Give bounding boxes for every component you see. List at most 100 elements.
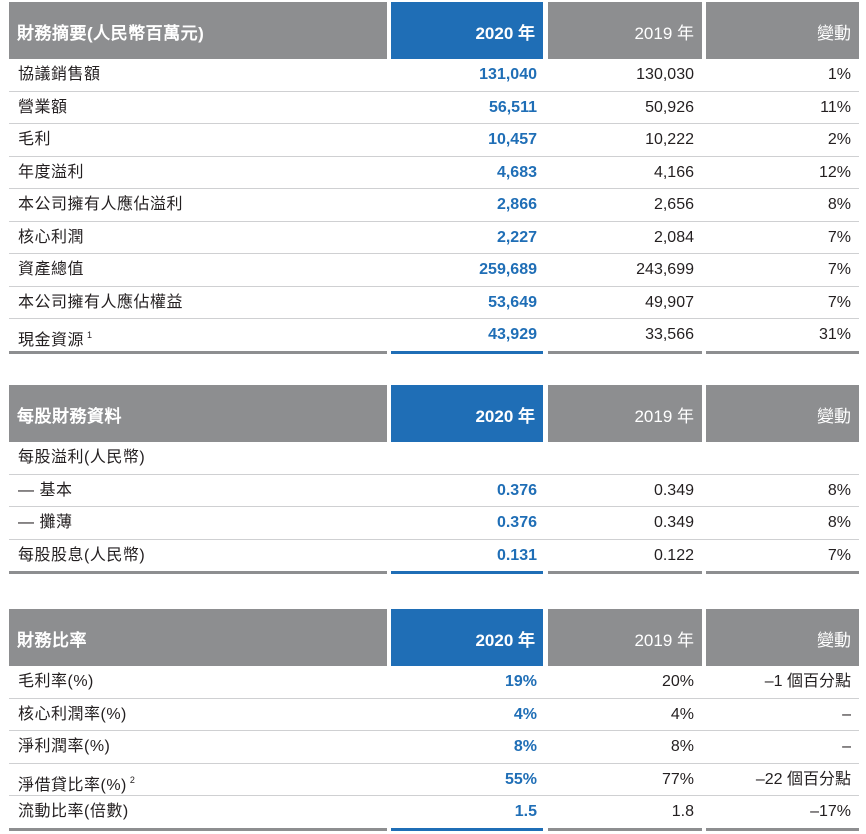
header-change: 變動 — [706, 2, 859, 59]
row-label-text: — 基本 — [18, 481, 73, 499]
table-3: 財務比率 2020 年 2019 年變動 毛利率(%) 19% 20% –1 個百分點核心利… — [9, 609, 859, 832]
value-change: 2% — [827, 131, 851, 148]
header-2019: 2019 年 — [548, 609, 702, 666]
value-change: 7% — [827, 293, 851, 311]
header-title: 財務比率 — [9, 609, 387, 666]
table-bottom-rule — [9, 350, 859, 355]
rule-segment — [9, 827, 387, 831]
value-2019: 10,222 — [645, 131, 694, 148]
rule-segment — [9, 571, 387, 574]
value-change: 12% — [818, 163, 851, 181]
row-label-text: 淨利潤率(%) — [18, 738, 111, 755]
row-label: 毛利 — [9, 124, 387, 155]
value-change: 7% — [827, 228, 851, 246]
table-1: 財務摘要(人民幣百萬元) 2020 年 2019 年變動 協議銷售額 131,040 13… — [9, 2, 859, 355]
row-label: 淨借貸比率(%) 2 — [9, 764, 387, 795]
rule-segment — [548, 827, 702, 831]
rule-segment — [706, 571, 859, 574]
row-label: 現金資源 1 — [9, 319, 387, 350]
rule-segment — [548, 571, 702, 574]
value-change: 7% — [827, 546, 851, 564]
value-2020: 2,866 — [496, 196, 537, 213]
row-label: — 攤薄 — [9, 507, 387, 538]
table-bottom-rule — [9, 827, 859, 832]
header-change: 變動 — [706, 609, 859, 666]
header-title: 財務摘要(人民幣百萬元) — [9, 2, 387, 59]
table-row: 流動比率(倍數) 1.5 1.8 –17% — [9, 796, 859, 828]
value-2019: 49,907 — [645, 293, 694, 311]
row-label-text: 核心利潤率(%) — [18, 705, 127, 723]
row-label: 營業額 — [9, 92, 387, 123]
rule-segment — [706, 350, 859, 354]
row-label: 每股股息(人民幣) — [9, 540, 387, 571]
table-row: 每股股息(人民幣) 0.131 0.122 7% — [9, 540, 859, 572]
row-label-text: 資產總值 — [18, 261, 85, 278]
value-2020: 43,929 — [488, 326, 537, 343]
rule-segment — [548, 350, 702, 354]
value-2020: 10,457 — [488, 131, 537, 148]
value-2020: 19% — [504, 673, 537, 690]
row-label: 協議銷售額 — [9, 59, 387, 90]
header-2019: 2019 年 — [548, 2, 702, 59]
row-label-text: 本公司擁有人應佔溢利 — [18, 196, 184, 213]
header-title: 每股財務資料 — [9, 385, 387, 442]
row-label: 每股溢利(人民幣) — [9, 442, 387, 473]
value-change: 11% — [820, 98, 851, 116]
value-2019: 8% — [670, 738, 694, 755]
value-2020: 56,511 — [488, 98, 537, 116]
value-change: 8% — [827, 514, 851, 531]
value-2019: 0.349 — [653, 481, 694, 499]
row-label-text: — 攤薄 — [18, 514, 73, 531]
row-label-text: 本公司擁有人應佔權益 — [18, 293, 184, 311]
rule-segment — [391, 350, 543, 354]
table-row: 核心利潤 2,227 2,084 7% — [9, 222, 859, 254]
value-2020: 1.5 — [514, 803, 537, 820]
table-header: 財務摘要(人民幣百萬元) 2020 年 2019 年變動 — [9, 2, 859, 59]
row-label: 本公司擁有人應佔權益 — [9, 287, 387, 318]
value-change: 7% — [827, 261, 851, 278]
value-change: 8% — [827, 196, 851, 213]
row-label-text: 毛利 — [18, 131, 52, 148]
table-row: 營業額 56,511 50,926 11% — [9, 92, 859, 124]
value-2019: 1.8 — [671, 803, 694, 820]
table-row: 年度溢利 4,683 4,166 12% — [9, 157, 859, 189]
table-row: 本公司擁有人應佔權益 53,649 49,907 7% — [9, 287, 859, 319]
row-label-text: 年度溢利 — [18, 163, 85, 181]
rule-segment — [391, 571, 543, 574]
table-2: 每股財務資料 2020 年 2019 年變動每股溢利(人民幣) — 基本 0.376 0.… — [9, 385, 859, 575]
value-change: –22 個百分點 — [755, 770, 851, 788]
header-2020: 2020 年 — [391, 2, 543, 59]
value-2020: 53,649 — [488, 293, 537, 311]
table-row: 淨利潤率(%) 8% 8% – — [9, 731, 859, 764]
row-label: 核心利潤率(%) — [9, 699, 387, 730]
row-label-text: 每股股息(人民幣) — [18, 546, 146, 564]
table-row: 毛利 10,457 10,222 2% — [9, 124, 859, 157]
table-header: 每股財務資料 2020 年 2019 年變動 — [9, 385, 859, 442]
value-2020: 55% — [504, 770, 537, 788]
row-label-text: 淨借貸比率(%) — [18, 776, 127, 794]
value-2020: 4,683 — [496, 163, 537, 181]
value-change: –1 個百分點 — [764, 673, 851, 690]
value-2019: 4,166 — [653, 163, 694, 181]
table-row: 本公司擁有人應佔溢利 2,866 2,656 8% — [9, 189, 859, 222]
table-row: 淨借貸比率(%) 2 55% 77% –22 個百分點 — [9, 764, 859, 796]
value-change: – — [842, 738, 851, 755]
table-row: 毛利率(%) 19% 20% –1 個百分點 — [9, 666, 859, 699]
row-label-text: 每股溢利(人民幣) — [18, 449, 146, 466]
value-2020: 2,227 — [496, 228, 537, 246]
header-2020: 2020 年 — [391, 609, 543, 666]
table-row: 資產總值 259,689 243,699 7% — [9, 254, 859, 287]
row-label: 淨利潤率(%) — [9, 731, 387, 762]
table-header: 財務比率 2020 年 2019 年變動 — [9, 609, 859, 666]
value-change: –17% — [810, 803, 851, 820]
row-label: — 基本 — [9, 475, 387, 506]
value-2019: 50,926 — [645, 98, 694, 116]
value-2020: 0.376 — [496, 514, 537, 531]
value-2019 — [548, 442, 702, 473]
row-label: 本公司擁有人應佔溢利 — [9, 189, 387, 220]
row-label: 核心利潤 — [9, 222, 387, 253]
value-2019: 0.122 — [653, 546, 694, 564]
value-2019: 77% — [661, 770, 694, 788]
value-change: 31% — [818, 326, 851, 343]
row-label-text: 流動比率(倍數) — [18, 803, 129, 820]
